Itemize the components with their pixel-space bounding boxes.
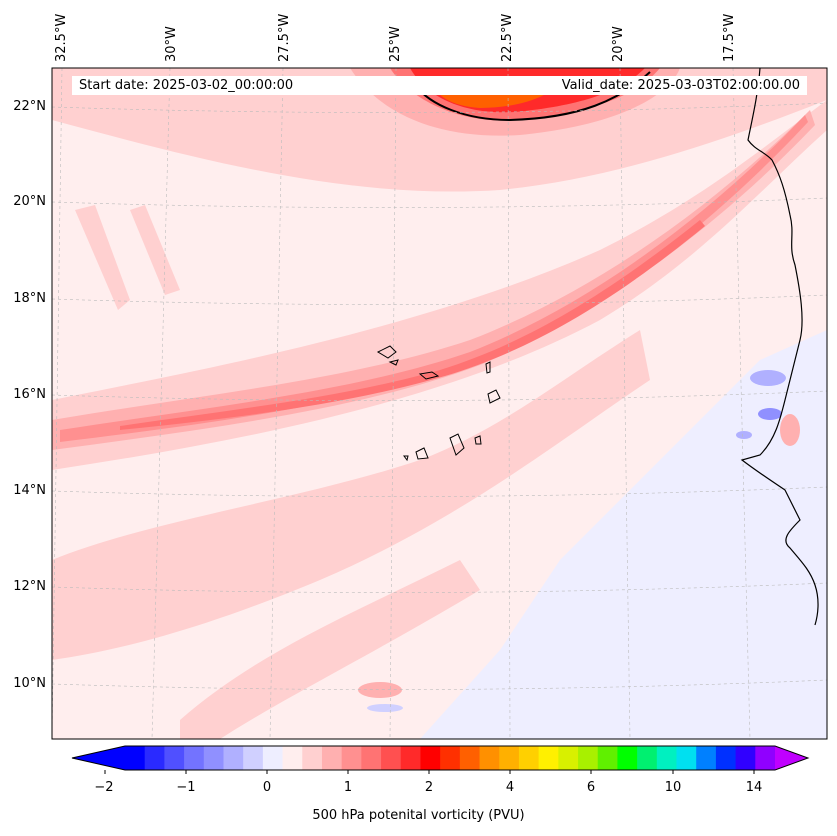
lon-label-17-5w: 17.5°W — [722, 13, 737, 62]
colorbar-extend-high — [775, 746, 808, 770]
island-fogo — [415, 447, 429, 460]
colorbar-segment — [676, 746, 697, 770]
colorbar-tick-label: 6 — [586, 780, 596, 795]
colorbar-segment — [440, 746, 461, 770]
pv-streak-west — [75, 205, 130, 310]
island-sal — [485, 361, 491, 374]
colorbar-segment — [459, 746, 481, 770]
colorbar-segment — [518, 746, 540, 770]
island-santiago — [449, 433, 465, 456]
colorbar-segment — [203, 746, 224, 770]
lon-label-20w: 20°W — [611, 26, 626, 62]
date-info-bar: Start date: 2025-03-02_00:00:00 Valid_da… — [72, 76, 807, 95]
colorbar-segment — [538, 746, 559, 770]
colorbar-segment — [558, 746, 579, 770]
lon-label-30w: 30°W — [164, 26, 179, 62]
colorbar-segment — [184, 746, 205, 770]
africa-coastline — [740, 68, 819, 626]
graticule — [52, 68, 827, 739]
colorbar-segment — [302, 746, 323, 770]
island-boa-vista — [487, 389, 501, 404]
colorbar — [71, 745, 810, 774]
pv-streak-west-2 — [130, 205, 180, 295]
colorbar-segment — [262, 746, 284, 770]
colorbar-segment — [578, 746, 599, 770]
colorbar-segment — [144, 746, 165, 770]
lat-label-10n: 10°N — [13, 676, 46, 691]
colorbar-segment — [341, 746, 362, 770]
pv-negative-region — [420, 330, 827, 739]
pv-negative-blob-3 — [736, 431, 752, 439]
colorbar-extend-low — [72, 746, 125, 770]
cape-verde-islands — [376, 345, 501, 462]
colorbar-segment — [282, 746, 303, 770]
colorbar-segment — [420, 746, 441, 770]
lon-label-32-5w: 32.5°W — [54, 13, 69, 62]
colorbar-segment — [321, 746, 343, 770]
colorbar-tick-label: 4 — [505, 780, 515, 795]
colorbar-segment — [617, 746, 638, 770]
colorbar-segment — [637, 746, 658, 770]
colorbar-segment — [656, 746, 678, 770]
pv-field — [52, 68, 827, 739]
pv-coast-patch-2 — [358, 682, 402, 698]
colorbar-tick-label: 1 — [343, 780, 353, 795]
colorbar-segment — [715, 746, 737, 770]
pv-negative-blob-2 — [758, 408, 782, 420]
lat-label-20n: 20°N — [13, 194, 46, 209]
valid-date-label: Valid_date: 2025-03-03T02:00:00.00 — [561, 78, 800, 93]
colorbar-segment — [479, 746, 500, 770]
pv-coast-patch-1 — [780, 414, 800, 446]
colorbar-segment — [597, 746, 618, 770]
island-sao-nicolau — [418, 371, 440, 380]
pv-negative-blob-4 — [367, 704, 403, 712]
colorbar-segment — [400, 746, 421, 770]
pv-negative-blob-1 — [750, 370, 786, 386]
lat-label-16n: 16°N — [13, 387, 46, 402]
colorbar-title: 500 hPa potenital vorticity (PVU) — [312, 808, 525, 823]
lat-label-18n: 18°N — [13, 291, 46, 306]
lon-label-25w: 25°W — [388, 26, 403, 62]
colorbar-tick-label: 10 — [664, 780, 682, 795]
colorbar-segment — [164, 746, 185, 770]
pv-south-band — [52, 330, 650, 660]
colorbar-segment — [499, 746, 520, 770]
island-maio — [474, 435, 482, 445]
colorbar-tick-label: −2 — [94, 780, 114, 795]
colorbar-tick-label: 0 — [262, 780, 272, 795]
island-santo-antao — [376, 345, 397, 359]
colorbar-segment — [223, 746, 244, 770]
colorbar-tick-label: −1 — [176, 780, 196, 795]
pv-south-band-2 — [180, 560, 480, 739]
lat-label-12n: 12°N — [13, 579, 46, 594]
lon-label-22-5w: 22.5°W — [500, 13, 515, 62]
start-date-label: Start date: 2025-03-02_00:00:00 — [79, 78, 294, 93]
pv-jet-outer — [52, 110, 815, 450]
colorbar-segment — [735, 746, 756, 770]
lat-label-14n: 14°N — [13, 483, 46, 498]
colorbar-segment — [243, 746, 264, 770]
colorbar-tick-label: 14 — [745, 780, 763, 795]
colorbar-tick-label: 2 — [424, 780, 434, 795]
lat-label-22n: 22°N — [13, 99, 46, 114]
map-border — [51, 67, 828, 740]
pv-broad-band — [52, 100, 827, 470]
colorbar-segment — [381, 746, 402, 770]
island-brava — [403, 455, 409, 462]
colorbar-segment — [696, 746, 717, 770]
lon-label-27-5w: 27.5°W — [277, 13, 292, 62]
island-sao-vicente — [388, 359, 399, 366]
colorbar-outline — [71, 745, 810, 771]
colorbar-segment — [361, 746, 382, 770]
colorbar-segment — [755, 746, 776, 770]
colorbar-segment — [125, 746, 146, 770]
